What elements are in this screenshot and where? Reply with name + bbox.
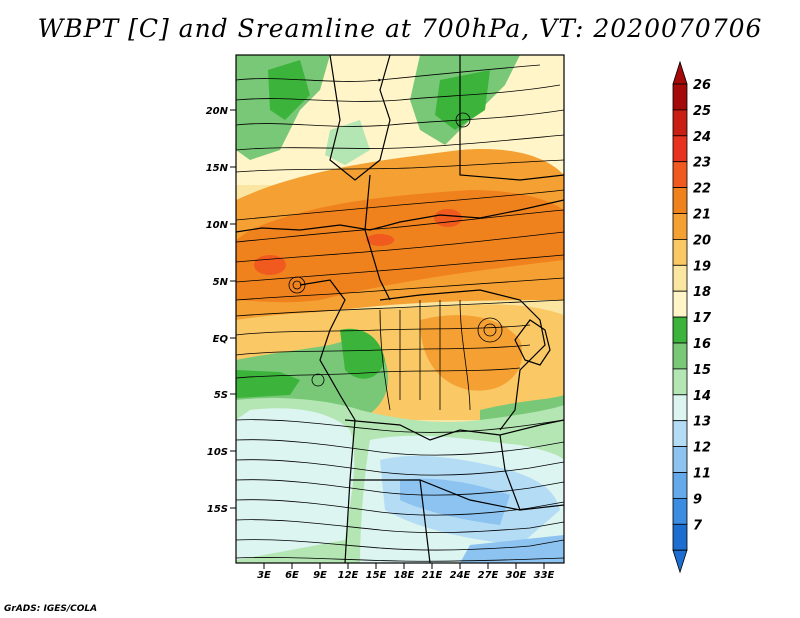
lat-tick-label: EQ [213, 334, 229, 345]
colorbar-swatch [672, 497, 688, 525]
colorbar-label: 20 [693, 233, 711, 248]
lat-tick-label: 5N [213, 277, 229, 288]
colorbar-label: 23 [693, 156, 711, 171]
colorbar-label: 25 [693, 104, 711, 119]
colorbar-swatch [672, 161, 688, 188]
lon-tick-label: 30E [506, 570, 527, 581]
lat-tick-label: 20N [206, 106, 229, 117]
colorbar-bottom-arrow [672, 549, 688, 574]
colorbar-label: 7 [693, 518, 703, 533]
lon-tick-label: 33E [534, 570, 555, 581]
colorbar-swatch [672, 238, 688, 266]
lat-tick-label: 10N [206, 220, 229, 231]
colorbar-swatch [672, 342, 688, 370]
colorbar-swatch [672, 394, 688, 422]
colorbar-top-arrow [672, 60, 688, 85]
colorbar-swatch [672, 523, 688, 551]
colorbar-label: 18 [693, 285, 711, 300]
colorbar-label: 14 [693, 389, 711, 404]
lat-tick-label: 15S [207, 504, 228, 515]
colorbar-label: 22 [693, 182, 711, 197]
wbpt-field [236, 55, 564, 563]
colorbar-label: 9 [693, 492, 702, 507]
colorbar-swatch [672, 213, 688, 240]
country-borders [236, 55, 564, 563]
colorbar-swatch [672, 472, 688, 499]
latitude-axis: 20N 15N 10N 5N EQ 5S 10S 15S [206, 106, 236, 515]
colorbar-label: 26 [693, 78, 711, 93]
colorbar-label: 24 [693, 130, 711, 145]
lon-tick-label: 12E [338, 570, 359, 581]
lon-tick-label: 24E [450, 570, 471, 581]
colorbar-swatch [672, 135, 688, 163]
lon-tick-label: 21E [422, 570, 443, 581]
colorbar-swatch [672, 83, 688, 111]
lon-tick-label: 6E [285, 570, 299, 581]
colorbar-label: 12 [693, 441, 711, 456]
colorbar-swatch [672, 420, 688, 448]
colorbar-swatch [672, 290, 688, 318]
lon-tick-label: 15E [366, 570, 387, 581]
lon-tick-label: 27E [478, 570, 499, 581]
lon-tick-label: 9E [313, 570, 327, 581]
colorbar-label: 11 [693, 467, 711, 482]
colorbar-swatch [672, 109, 688, 137]
map-frame [235, 54, 565, 564]
lat-tick-label: 10S [207, 447, 228, 458]
colorbar-swatch [672, 187, 688, 214]
colorbar-label: 19 [693, 259, 711, 274]
map-title: WBPT [C] and Sreamline at 700hPa, VT: 20… [37, 14, 763, 43]
colorbar: 26 25 24 23 22 21 20 19 18 17 16 15 14 13 12 11 9 7 [672, 60, 712, 574]
streamlines [236, 64, 564, 562]
colorbar-label: 13 [693, 415, 711, 430]
grads-credit: GrADS: IGES/COLA [4, 604, 98, 614]
longitude-axis: 3E 6E 9E 12E 15E 18E 21E 24E 27E 30E 33E [257, 563, 555, 581]
lon-tick-label: 18E [394, 570, 415, 581]
colorbar-swatch [672, 446, 688, 473]
colorbar-label: 21 [693, 208, 711, 223]
colorbar-swatch [672, 316, 688, 344]
colorbar-label: 15 [693, 363, 711, 378]
colorbar-swatch [672, 264, 688, 292]
colorbar-label: 17 [693, 311, 712, 326]
lat-tick-label: 5S [214, 390, 228, 401]
colorbar-swatch [672, 368, 688, 396]
lat-tick-label: 15N [206, 163, 229, 174]
lon-tick-label: 3E [257, 570, 271, 581]
colorbar-label: 16 [693, 337, 711, 352]
